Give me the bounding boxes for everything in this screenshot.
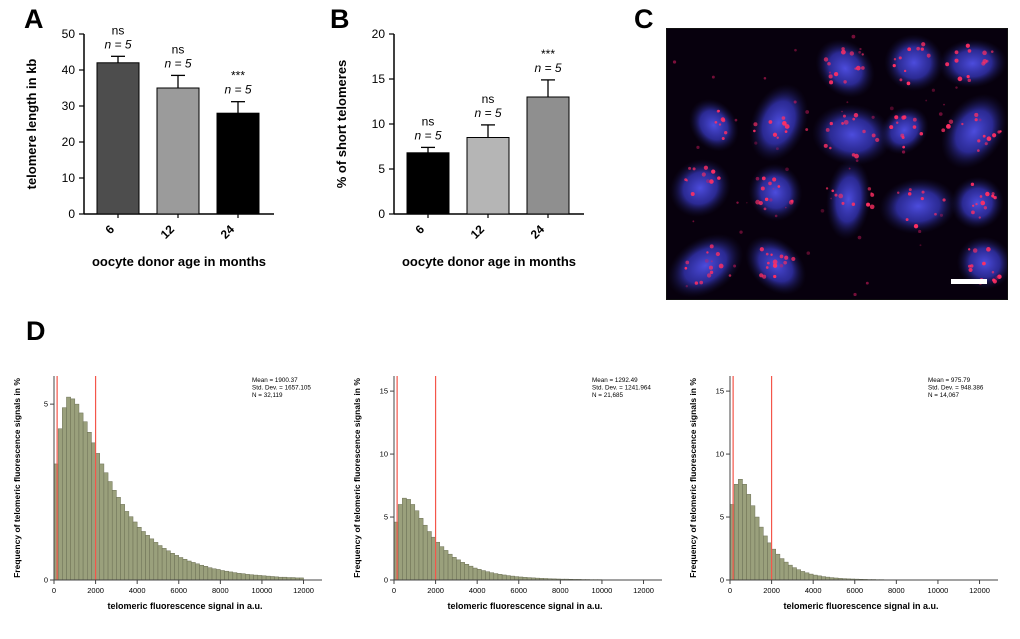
svg-text:ns: ns <box>112 23 125 37</box>
panel-d-histogram-6-months: 0 5 0 2000 4000 6000 8000 10000 12000 Mean = 1900… <box>12 376 322 611</box>
svg-text:telomeric fluorescence signal: telomeric fluorescence signal in a.u. <box>783 601 938 611</box>
svg-text:12000: 12000 <box>969 586 990 595</box>
svg-text:10000: 10000 <box>252 586 273 595</box>
svg-text:30: 30 <box>62 99 76 113</box>
svg-text:4000: 4000 <box>129 586 146 595</box>
svg-text:Frequency of telomeric fluores: Frequency of telomeric fluorescence sign… <box>352 378 362 578</box>
svg-text:12: 12 <box>158 222 178 242</box>
svg-text:telomeric fluorescence signal: telomeric fluorescence signal in a.u. <box>447 601 602 611</box>
svg-text:10000: 10000 <box>592 586 613 595</box>
svg-text:Mean = 1292.49: Mean = 1292.49 <box>592 377 638 384</box>
svg-text:0: 0 <box>720 576 724 585</box>
svg-text:12: 12 <box>468 222 488 242</box>
svg-text:telomere length in kb: telomere length in kb <box>24 59 39 190</box>
svg-text:0: 0 <box>384 576 388 585</box>
panel-c-label: C <box>634 4 654 34</box>
svg-text:***: *** <box>541 47 555 61</box>
scale-bar <box>951 279 987 284</box>
svg-text:6000: 6000 <box>846 586 863 595</box>
svg-text:5: 5 <box>44 400 48 409</box>
svg-text:Mean = 1900.37: Mean = 1900.37 <box>252 377 298 384</box>
svg-text:2000: 2000 <box>87 586 104 595</box>
svg-text:6000: 6000 <box>510 586 527 595</box>
svg-text:telomeric fluorescence signal: telomeric fluorescence signal in a.u. <box>107 601 262 611</box>
svg-text:0: 0 <box>378 207 385 221</box>
svg-text:6000: 6000 <box>170 586 187 595</box>
svg-text:2000: 2000 <box>427 586 444 595</box>
svg-text:ns: ns <box>482 92 495 106</box>
svg-text:Std. Dev. = 1657.105: Std. Dev. = 1657.105 <box>252 385 311 392</box>
svg-text:ns: ns <box>172 42 185 56</box>
panel-d-histogram-24-months: 0 5 10 15 0 2000 4000 6000 8000 10000 12000 Mean = … <box>688 376 998 611</box>
svg-text:n = 5: n = 5 <box>534 61 561 75</box>
svg-text:n = 5: n = 5 <box>164 56 191 70</box>
svg-text:20: 20 <box>62 135 76 149</box>
svg-text:0: 0 <box>52 586 56 595</box>
svg-text:n = 5: n = 5 <box>474 106 501 120</box>
svg-text:15: 15 <box>716 387 724 396</box>
svg-text:% of short telomeres: % of short telomeres <box>334 60 349 189</box>
svg-text:Std. Dev. = 1241.964: Std. Dev. = 1241.964 <box>592 385 651 392</box>
panel-c-fluorescence-micrograph <box>666 28 1008 300</box>
svg-text:10: 10 <box>380 450 388 459</box>
svg-text:8000: 8000 <box>212 586 229 595</box>
svg-text:15: 15 <box>380 387 388 396</box>
svg-text:24: 24 <box>528 222 548 242</box>
svg-text:N = 21,685: N = 21,685 <box>592 392 623 399</box>
svg-text:N = 32,119: N = 32,119 <box>252 392 283 399</box>
svg-text:Frequency of telomeric fluores: Frequency of telomeric fluorescence sign… <box>688 378 698 578</box>
svg-text:24: 24 <box>218 222 238 242</box>
svg-text:Frequency of telomeric fluores: Frequency of telomeric fluorescence sign… <box>12 378 22 578</box>
panel-d-histogram-12-months: 0 5 10 15 0 2000 4000 6000 8000 10000 12000 Mean = … <box>352 376 662 611</box>
svg-text:6: 6 <box>102 222 117 237</box>
panel-b-label: B <box>330 4 350 34</box>
svg-text:0: 0 <box>728 586 732 595</box>
svg-text:12000: 12000 <box>633 586 654 595</box>
svg-text:Mean = 975.79: Mean = 975.79 <box>928 377 971 384</box>
svg-text:N = 14,067: N = 14,067 <box>928 392 959 399</box>
svg-text:6: 6 <box>412 222 427 237</box>
svg-text:5: 5 <box>384 513 388 522</box>
svg-text:n = 5: n = 5 <box>224 83 251 97</box>
svg-text:8000: 8000 <box>552 586 569 595</box>
svg-text:oocyte donor age in months: oocyte donor age in months <box>92 254 266 269</box>
svg-text:***: *** <box>231 69 245 83</box>
svg-text:15: 15 <box>372 72 386 86</box>
svg-text:5: 5 <box>378 162 385 176</box>
svg-text:4000: 4000 <box>469 586 486 595</box>
svg-text:0: 0 <box>44 576 48 585</box>
svg-text:10: 10 <box>716 450 724 459</box>
svg-text:Std. Dev. = 948.386: Std. Dev. = 948.386 <box>928 385 984 392</box>
svg-text:n = 5: n = 5 <box>104 37 131 51</box>
svg-text:10: 10 <box>62 171 76 185</box>
svg-text:12000: 12000 <box>293 586 314 595</box>
svg-text:oocyte donor age in months: oocyte donor age in months <box>402 254 576 269</box>
panel-d-label: D <box>26 316 46 346</box>
svg-text:5: 5 <box>720 513 724 522</box>
svg-text:4000: 4000 <box>805 586 822 595</box>
svg-text:ns: ns <box>422 114 435 128</box>
panel-a-label: A <box>24 4 44 34</box>
svg-text:50: 50 <box>62 27 76 41</box>
svg-text:10000: 10000 <box>928 586 949 595</box>
svg-text:10: 10 <box>372 117 386 131</box>
svg-text:0: 0 <box>392 586 396 595</box>
svg-text:2000: 2000 <box>763 586 780 595</box>
svg-text:0: 0 <box>68 207 75 221</box>
svg-text:n = 5: n = 5 <box>414 128 441 142</box>
svg-text:40: 40 <box>62 63 76 77</box>
svg-text:8000: 8000 <box>888 586 905 595</box>
svg-text:20: 20 <box>372 27 386 41</box>
